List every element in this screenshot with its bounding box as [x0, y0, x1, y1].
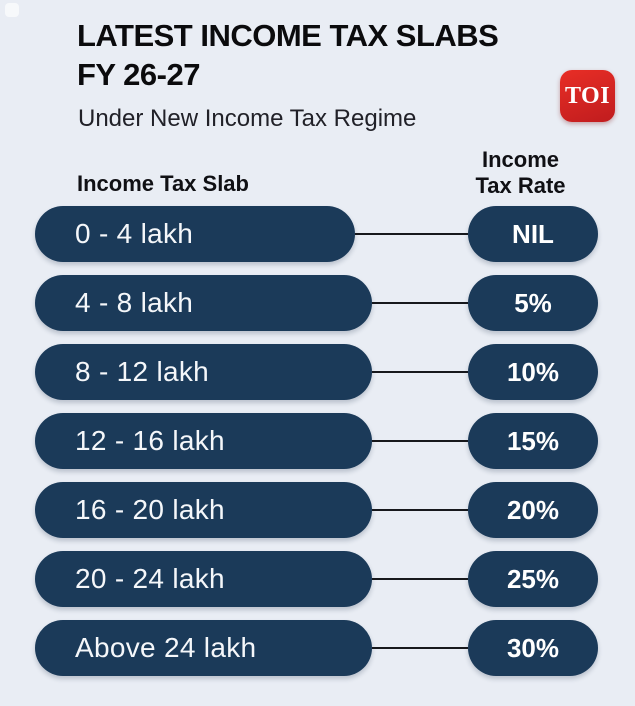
title-line-2: FY 26-27: [77, 57, 200, 92]
table-row: 16 - 20 lakh 20%: [35, 482, 598, 538]
table-row: Above 24 lakh 30%: [35, 620, 598, 676]
connector-line: [372, 302, 468, 304]
toi-logo-icon: TOI: [560, 70, 615, 122]
connector-line: [372, 371, 468, 373]
rate-pill: 15%: [468, 413, 598, 469]
slab-pill: 20 - 24 lakh: [35, 551, 372, 607]
slab-pill: 16 - 20 lakh: [35, 482, 372, 538]
column-header-rate-line-2: Tax Rate: [475, 173, 566, 198]
page-title: LATEST INCOME TAX SLABS FY 26-27: [77, 16, 499, 94]
corner-chip: [5, 3, 19, 17]
connector-line: [372, 440, 468, 442]
connector-line: [372, 647, 468, 649]
rate-pill: 30%: [468, 620, 598, 676]
slab-pill: 12 - 16 lakh: [35, 413, 372, 469]
table-row: 0 - 4 lakh NIL: [35, 206, 598, 262]
tax-slab-table: 0 - 4 lakh NIL 4 - 8 lakh 5% 8 - 12 lakh…: [35, 206, 598, 689]
rate-pill: 25%: [468, 551, 598, 607]
rate-pill: 20%: [468, 482, 598, 538]
rate-pill: 5%: [468, 275, 598, 331]
rate-pill: NIL: [468, 206, 598, 262]
table-row: 8 - 12 lakh 10%: [35, 344, 598, 400]
column-header-rate: Income Tax Rate: [448, 147, 593, 199]
slab-pill: 0 - 4 lakh: [35, 206, 355, 262]
title-line-1: LATEST INCOME TAX SLABS: [77, 18, 499, 53]
connector-line: [372, 578, 468, 580]
slab-pill: 8 - 12 lakh: [35, 344, 372, 400]
column-header-rate-line-1: Income: [481, 147, 560, 172]
column-header-slab: Income Tax Slab: [77, 171, 249, 196]
slab-pill: Above 24 lakh: [35, 620, 372, 676]
table-row: 4 - 8 lakh 5%: [35, 275, 598, 331]
rate-pill: 10%: [468, 344, 598, 400]
connector-line: [372, 509, 468, 511]
table-row: 20 - 24 lakh 25%: [35, 551, 598, 607]
page-subtitle: Under New Income Tax Regime: [78, 105, 417, 132]
table-row: 12 - 16 lakh 15%: [35, 413, 598, 469]
connector-line: [355, 233, 468, 235]
slab-pill: 4 - 8 lakh: [35, 275, 372, 331]
